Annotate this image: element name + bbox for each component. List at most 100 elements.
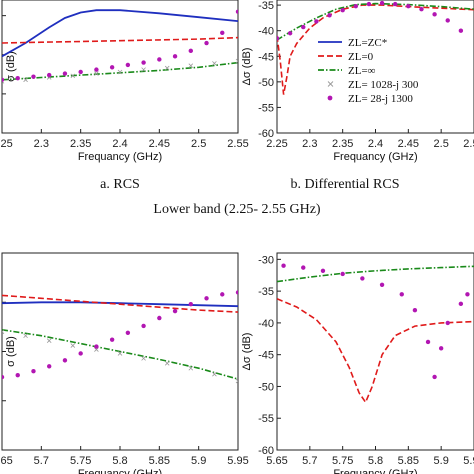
- series-line-z0: [2, 36, 238, 44]
- y-tick-label: -50: [258, 381, 274, 393]
- series-point-z28: [31, 74, 36, 79]
- x-tick-label: 2.4: [368, 138, 383, 150]
- series-line-zinf: [277, 265, 474, 283]
- chart-tr: 2.25 2.3 2.35 2.4 2.45 2.5 2.55 -60 -55 -50 -45 -40…: [241, 0, 474, 163]
- series-point-z28: [125, 330, 131, 335]
- series-group: [2, 290, 238, 384]
- x-tick-label: 2.45: [149, 138, 170, 150]
- y-tick-label: -45: [258, 350, 274, 362]
- x-tick-label: 2.3: [302, 138, 317, 150]
- series-line-zc: [2, 301, 238, 308]
- series-point-z28: [393, 1, 398, 7]
- series-group: [277, 0, 474, 95]
- series-point-z28: [188, 302, 193, 307]
- series-point-z28: [340, 8, 345, 13]
- series-point-z28: [287, 31, 293, 36]
- series-point-z1028: [212, 61, 217, 66]
- x-tick-label: 2.25: [0, 138, 13, 150]
- legend-swatch: [327, 95, 333, 101]
- y-axis-label: Δσ (dB): [241, 333, 253, 371]
- series-point-z28: [301, 265, 306, 270]
- series-point-z28: [2, 374, 5, 380]
- series-point-z1028: [46, 338, 52, 343]
- chart-tl: 2.252.32.352.42.452.52.55-50-45-40-35Fre…: [0, 0, 249, 163]
- legend-entry-z28: ZL= 28-j 1300: [327, 93, 413, 105]
- series-point-z28: [406, 3, 411, 9]
- series-point-z28: [412, 307, 418, 313]
- caption-band: Lower band (2.25- 2.55 GHz): [153, 202, 321, 217]
- series-point-z28: [141, 323, 146, 329]
- series-point-z28: [47, 72, 52, 78]
- series-point-z28: [235, 9, 238, 14]
- x-axis-label: Frequancy (GHz): [333, 468, 417, 474]
- x-tick-label: 2.55: [463, 138, 474, 150]
- series-point-z28: [220, 30, 225, 36]
- series-point-z28: [62, 358, 68, 363]
- series-line-zinf: [2, 61, 238, 81]
- x-tick-label: 2.5: [434, 138, 449, 150]
- legend-entry-zinf: ZL=∞: [318, 65, 376, 77]
- series-point-z28: [188, 48, 193, 54]
- series-point-z28: [78, 69, 83, 75]
- series-point-z1028: [117, 69, 123, 75]
- series-point-z28: [47, 364, 52, 369]
- series-point-z1028: [94, 71, 99, 76]
- series-point-z28: [109, 337, 115, 342]
- series-group: [277, 263, 474, 404]
- x-tick-label: 5.7: [34, 455, 49, 467]
- series-point-z28: [141, 60, 146, 65]
- series-point-z28: [458, 301, 464, 307]
- series-point-z28: [172, 308, 178, 314]
- series-point-z1028: [164, 361, 170, 366]
- series-point-z28: [62, 71, 68, 76]
- x-tick-label: 5.8: [368, 455, 383, 467]
- series-point-z28: [94, 67, 99, 72]
- series-point-z1028: [235, 58, 238, 64]
- series-point-z28: [340, 271, 345, 277]
- x-tick-label: 2.5: [191, 138, 206, 150]
- series-point-z28: [445, 18, 450, 23]
- legend-label: ZL= 1028-j 300: [348, 79, 419, 91]
- y-tick-label: -40: [258, 318, 274, 330]
- series-point-z28: [353, 3, 358, 9]
- series-point-z28: [277, 36, 280, 41]
- legend: ZL=ZC* ZL=0 ZL=∞ ZL= 1028-j 300 ZL= 28-j 130…: [318, 37, 419, 105]
- legend-label: ZL= 28-j 1300: [348, 93, 413, 105]
- x-tick-label: 5.9: [191, 455, 206, 467]
- series-point-z28: [172, 54, 178, 59]
- series-point-z28: [432, 374, 437, 380]
- x-tick-label: 5.95: [227, 455, 248, 467]
- legend-entry-z1028: ZL= 1028-j 300: [327, 79, 419, 91]
- series-point-z1028: [164, 65, 170, 71]
- y-tick-label: -35: [258, 0, 274, 12]
- series-point-z1028: [141, 67, 146, 72]
- series-point-z28: [157, 315, 162, 321]
- series-line-z0: [277, 298, 474, 404]
- x-tick-label: 5.65: [266, 455, 287, 467]
- caption-b: b. Differential RCS: [290, 177, 399, 192]
- y-tick-label: -45: [258, 51, 274, 63]
- series-point-z28: [204, 296, 209, 301]
- series-point-z28: [2, 77, 5, 82]
- series-point-z28: [419, 7, 424, 12]
- series-point-z1028: [23, 333, 28, 339]
- y-axis-label: Δσ (dB): [241, 48, 253, 86]
- series-point-z28: [379, 0, 385, 6]
- series-point-z28: [360, 276, 365, 281]
- series-point-z28: [15, 372, 20, 378]
- series-point-z1028: [70, 343, 76, 348]
- legend-entry-z0: ZL=0: [318, 51, 374, 63]
- series-point-z28: [465, 292, 470, 297]
- x-axis-label: Frequancy (GHz): [333, 151, 417, 163]
- series-point-z1028: [70, 73, 76, 79]
- y-tick-label: -35: [258, 286, 274, 298]
- x-tick-label: 5.9: [434, 455, 449, 467]
- x-tick-label: 2.4: [112, 138, 127, 150]
- chart-bl: 5.655.75.755.85.855.95.95-40-35-30-25Fre…: [0, 252, 249, 474]
- x-tick-label: 2.45: [398, 138, 419, 150]
- series-point-z28: [399, 292, 404, 297]
- series-point-z28: [31, 369, 36, 374]
- series-point-z1028: [23, 77, 28, 83]
- x-tick-label: 5.85: [149, 455, 170, 467]
